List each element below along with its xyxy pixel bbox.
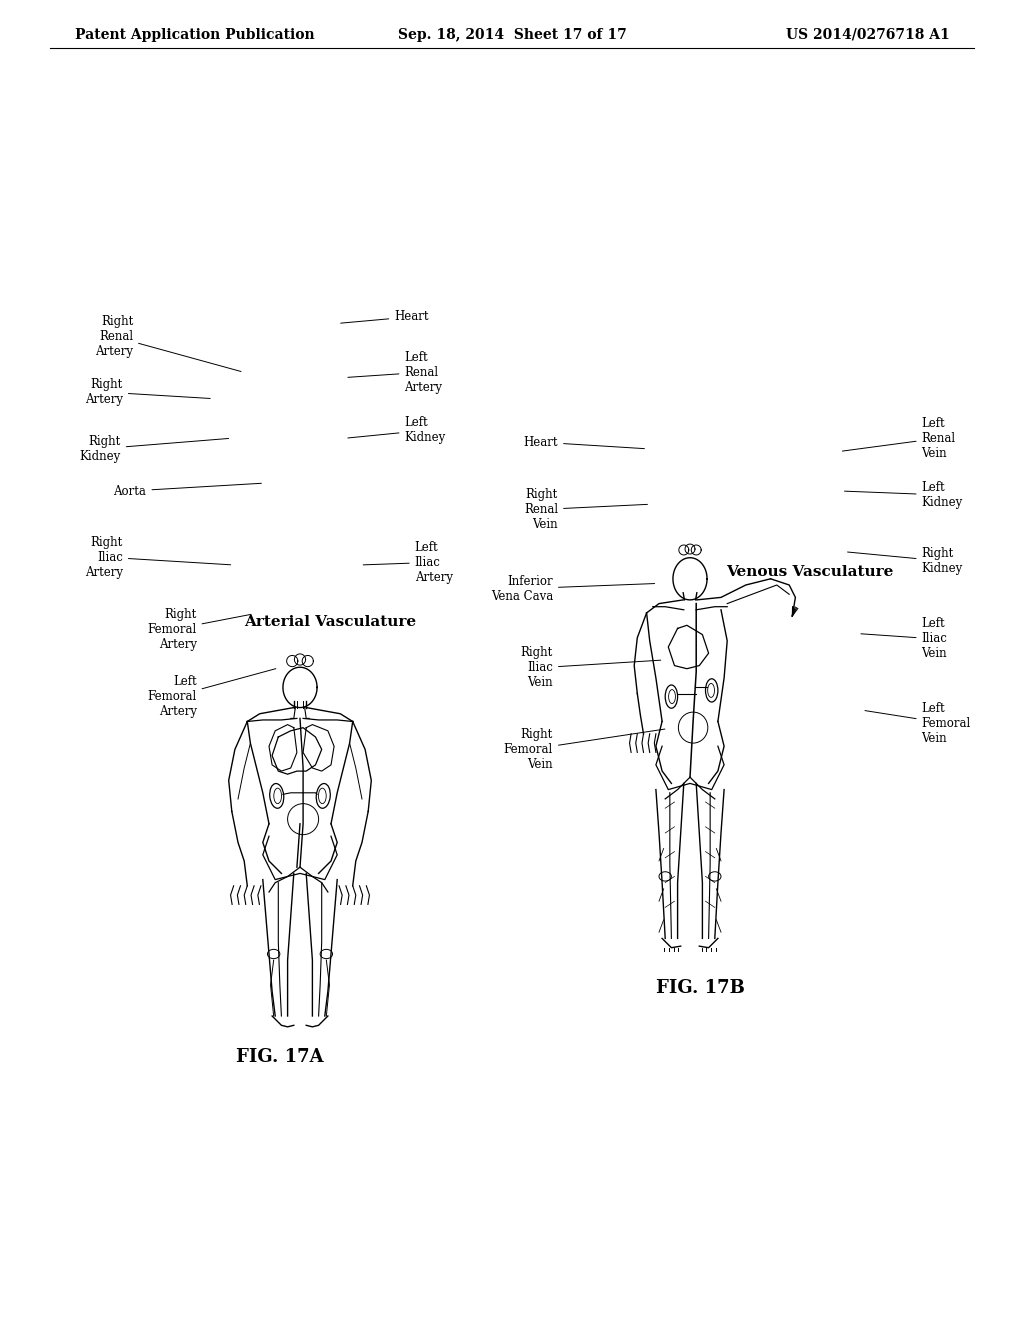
Text: Right
Femoral
Artery: Right Femoral Artery xyxy=(147,609,251,651)
Text: Aorta: Aorta xyxy=(114,483,261,498)
Text: Left
Iliac
Vein: Left Iliac Vein xyxy=(861,618,947,660)
Text: Arterial Vasculature: Arterial Vasculature xyxy=(244,615,416,628)
Text: Right
Renal
Vein: Right Renal Vein xyxy=(524,488,647,531)
Text: Left
Renal
Vein: Left Renal Vein xyxy=(843,417,955,459)
Text: Heart: Heart xyxy=(341,310,429,323)
Text: Sep. 18, 2014  Sheet 17 of 17: Sep. 18, 2014 Sheet 17 of 17 xyxy=(397,28,627,42)
Text: Right
Kidney: Right Kidney xyxy=(80,434,228,463)
Text: Right
Iliac
Vein: Right Iliac Vein xyxy=(521,647,660,689)
Text: Left
Kidney: Left Kidney xyxy=(845,480,963,510)
Text: US 2014/0276718 A1: US 2014/0276718 A1 xyxy=(786,28,950,42)
Text: Inferior
Vena Cava: Inferior Vena Cava xyxy=(490,574,654,603)
Text: Venous Vasculature: Venous Vasculature xyxy=(726,565,894,578)
Text: Left
Renal
Artery: Left Renal Artery xyxy=(348,351,442,393)
Text: Left
Kidney: Left Kidney xyxy=(348,416,445,445)
Text: Right
Kidney: Right Kidney xyxy=(848,546,963,576)
Text: FIG. 17A: FIG. 17A xyxy=(237,1048,324,1065)
Text: Patent Application Publication: Patent Application Publication xyxy=(75,28,314,42)
Text: Right
Iliac
Artery: Right Iliac Artery xyxy=(85,536,230,578)
Text: Left
Femoral
Vein: Left Femoral Vein xyxy=(865,702,971,744)
Text: Right
Renal
Artery: Right Renal Artery xyxy=(95,315,241,371)
Text: Right
Femoral
Vein: Right Femoral Vein xyxy=(504,729,665,771)
Text: Left
Iliac
Artery: Left Iliac Artery xyxy=(364,541,453,583)
Text: Heart: Heart xyxy=(523,436,644,449)
Text: Left
Femoral
Artery: Left Femoral Artery xyxy=(147,669,275,718)
Text: FIG. 17B: FIG. 17B xyxy=(655,979,744,998)
Text: Right
Artery: Right Artery xyxy=(85,378,210,407)
